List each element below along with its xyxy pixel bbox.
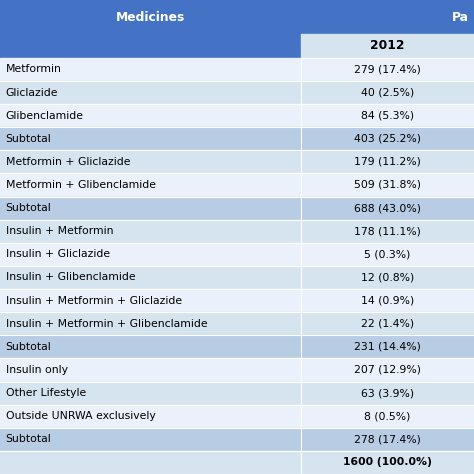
Bar xyxy=(301,219,474,243)
Text: Metformin: Metformin xyxy=(6,64,62,74)
Text: Subtotal: Subtotal xyxy=(6,134,52,144)
Bar xyxy=(0,104,301,127)
Text: Insulin only: Insulin only xyxy=(6,365,68,375)
Text: Glibenclamide: Glibenclamide xyxy=(6,110,84,120)
Bar xyxy=(0,358,301,382)
Text: Insulin + Gliclazide: Insulin + Gliclazide xyxy=(6,249,110,259)
Bar xyxy=(0,173,301,197)
Text: 178 (11.1%): 178 (11.1%) xyxy=(354,226,421,236)
Bar xyxy=(301,428,474,451)
Text: Insulin + Glibenclamide: Insulin + Glibenclamide xyxy=(6,273,135,283)
Text: 12 (0.8%): 12 (0.8%) xyxy=(361,273,414,283)
Bar xyxy=(0,405,301,428)
Bar xyxy=(301,243,474,266)
Bar xyxy=(0,243,301,266)
Bar xyxy=(0,289,301,312)
Text: 509 (31.8%): 509 (31.8%) xyxy=(354,180,421,190)
Text: 63 (3.9%): 63 (3.9%) xyxy=(361,388,414,398)
Text: 179 (11.2%): 179 (11.2%) xyxy=(354,157,421,167)
Bar xyxy=(301,58,474,81)
Bar xyxy=(301,358,474,382)
Text: Outside UNRWA exclusively: Outside UNRWA exclusively xyxy=(6,411,155,421)
Text: Subtotal: Subtotal xyxy=(6,342,52,352)
Bar xyxy=(0,197,301,219)
Text: 22 (1.4%): 22 (1.4%) xyxy=(361,319,414,328)
Bar xyxy=(0,219,301,243)
Bar xyxy=(0,428,301,451)
Bar xyxy=(301,405,474,428)
Text: 688 (43.0%): 688 (43.0%) xyxy=(354,203,421,213)
Text: 5 (0.3%): 5 (0.3%) xyxy=(365,249,410,259)
Text: Gliclazide: Gliclazide xyxy=(6,88,58,98)
Text: Subtotal: Subtotal xyxy=(6,203,52,213)
Bar xyxy=(0,335,301,358)
Text: 278 (17.4%): 278 (17.4%) xyxy=(354,434,421,444)
Bar xyxy=(0,451,301,474)
Bar xyxy=(301,266,474,289)
Bar xyxy=(301,81,474,104)
Bar xyxy=(301,312,474,335)
Text: Pa: Pa xyxy=(452,10,469,24)
Bar xyxy=(301,382,474,405)
Text: 1600 (100.0%): 1600 (100.0%) xyxy=(343,457,432,467)
Bar xyxy=(301,127,474,150)
Text: Insulin + Metformin + Gliclazide: Insulin + Metformin + Gliclazide xyxy=(6,296,182,306)
Bar xyxy=(0,312,301,335)
Text: 207 (12.9%): 207 (12.9%) xyxy=(354,365,421,375)
Bar xyxy=(301,335,474,358)
Text: Subtotal: Subtotal xyxy=(6,434,52,444)
Bar xyxy=(0,0,474,34)
Bar xyxy=(301,451,474,474)
Text: 8 (0.5%): 8 (0.5%) xyxy=(365,411,410,421)
Bar xyxy=(0,58,301,81)
Bar xyxy=(301,197,474,219)
Text: Insulin + Metformin + Glibenclamide: Insulin + Metformin + Glibenclamide xyxy=(6,319,207,328)
Bar xyxy=(0,127,301,150)
Text: Insulin + Metformin: Insulin + Metformin xyxy=(6,226,113,236)
Bar xyxy=(301,34,474,58)
Text: 231 (14.4%): 231 (14.4%) xyxy=(354,342,421,352)
Text: 84 (5.3%): 84 (5.3%) xyxy=(361,110,414,120)
Bar xyxy=(301,104,474,127)
Text: 403 (25.2%): 403 (25.2%) xyxy=(354,134,421,144)
Text: Metformin + Gliclazide: Metformin + Gliclazide xyxy=(6,157,130,167)
Bar xyxy=(301,173,474,197)
Text: 14 (0.9%): 14 (0.9%) xyxy=(361,296,414,306)
Text: 279 (17.4%): 279 (17.4%) xyxy=(354,64,421,74)
Bar xyxy=(0,266,301,289)
Bar xyxy=(0,382,301,405)
Text: 40 (2.5%): 40 (2.5%) xyxy=(361,88,414,98)
Text: Metformin + Glibenclamide: Metformin + Glibenclamide xyxy=(6,180,155,190)
Bar xyxy=(301,150,474,173)
Bar xyxy=(0,81,301,104)
Text: Medicines: Medicines xyxy=(116,10,185,24)
Bar xyxy=(0,150,301,173)
Text: Other Lifestyle: Other Lifestyle xyxy=(6,388,86,398)
Bar xyxy=(0,34,301,58)
Text: 2012: 2012 xyxy=(370,39,405,53)
Bar xyxy=(301,289,474,312)
